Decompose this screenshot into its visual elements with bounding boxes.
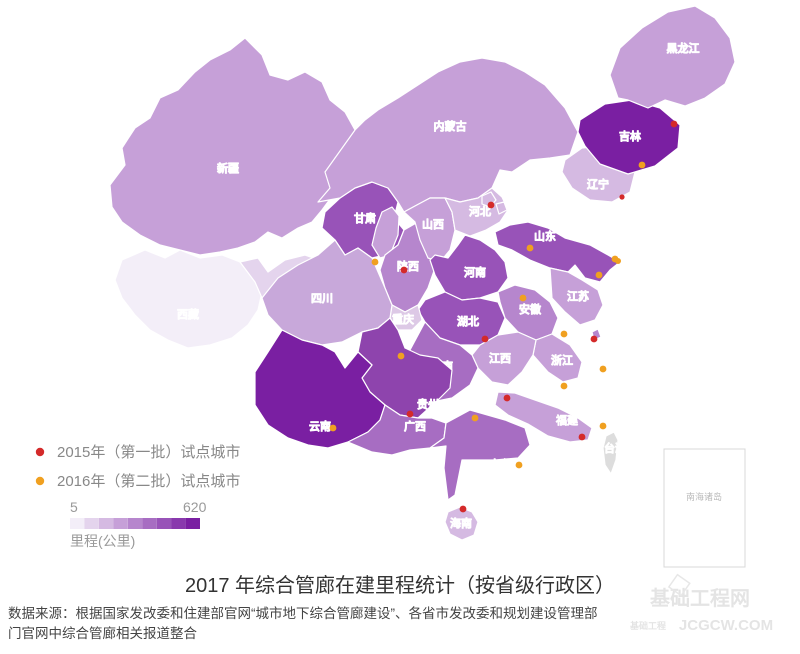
svg-text:基础工程: 基础工程 [629,620,666,631]
svg-text:门官网中综合管廊相关报道整合: 门官网中综合管廊相关报道整合 [8,625,197,641]
svg-text:云南: 云南 [309,420,331,433]
svg-text:台湾: 台湾 [604,441,626,455]
svg-text:吉林: 吉林 [619,129,641,143]
svg-text:2016年（第二批）试点城市: 2016年（第二批）试点城市 [57,472,240,490]
svg-text:浙江: 浙江 [551,354,573,367]
svg-text:西藏: 西藏 [177,308,199,321]
svg-text:黑龙江: 黑龙江 [667,42,700,55]
svg-text:湖北: 湖北 [457,315,479,328]
svg-text:海南: 海南 [450,516,472,530]
svg-text:新疆: 新疆 [217,161,239,175]
svg-text:620: 620 [183,499,207,515]
svg-text:数据来源：根据国家发改委和住建部官网“城市地下综合管廊建设”: 数据来源：根据国家发改委和住建部官网“城市地下综合管廊建设”、各省市发改委和规划… [8,605,598,621]
svg-text:广西: 广西 [404,420,426,433]
svg-text:山东: 山东 [534,230,556,243]
svg-text:广东: 广东 [489,458,511,471]
svg-text:甘肃: 甘肃 [354,212,376,225]
svg-text:福建: 福建 [556,413,578,427]
svg-text:河北: 河北 [469,205,491,218]
svg-text:5: 5 [70,499,78,515]
svg-text:内蒙古: 内蒙古 [434,119,467,133]
svg-text:南海诸岛: 南海诸岛 [686,491,722,502]
svg-text:JCGCW.COM: JCGCW.COM [679,617,773,634]
svg-text:安徽: 安徽 [519,302,541,316]
svg-text:江西: 江西 [489,352,511,365]
svg-text:河南: 河南 [464,266,486,279]
svg-text:基础工程网: 基础工程网 [650,587,750,610]
svg-text:2017 年综合管廊在建里程统计（按省级行政区）: 2017 年综合管廊在建里程统计（按省级行政区） [185,574,615,597]
svg-text:贵州: 贵州 [417,398,439,411]
svg-text:2015年（第一批）试点城市: 2015年（第一批）试点城市 [57,443,240,461]
svg-text:山西: 山西 [422,218,444,231]
svg-text:里程(公里): 里程(公里) [70,533,135,549]
svg-text:重庆: 重庆 [392,312,414,326]
svg-text:四川: 四川 [311,293,333,305]
svg-text:陕西: 陕西 [397,259,419,273]
svg-text:江苏: 江苏 [567,290,589,303]
svg-text:辽宁: 辽宁 [587,177,609,191]
